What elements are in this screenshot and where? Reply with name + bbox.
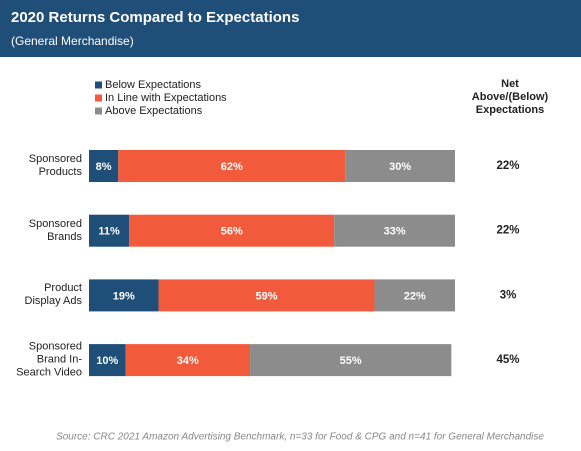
legend-label: Below Expectations	[105, 79, 201, 91]
legend-swatch	[95, 81, 102, 89]
bar-segment	[334, 214, 455, 247]
chart-title: 2020 Returns Compared to Expectations	[11, 9, 299, 26]
source-note: Source: CRC 2021 Amazon Advertising Benc…	[56, 432, 544, 443]
legend-label: In Line with Expectations	[105, 92, 227, 104]
bar-segment	[89, 344, 126, 377]
bar-segment	[345, 150, 455, 182]
category-label: Sponsored Brand In- Search Video	[16, 340, 82, 379]
data-label: 34%	[177, 355, 199, 367]
data-label: 22%	[404, 290, 426, 302]
bar-segment	[158, 279, 375, 312]
category-label: Product Display Ads	[24, 282, 82, 308]
bar-segment	[89, 279, 159, 312]
bar-segment	[129, 214, 335, 247]
net-value: 45%	[496, 354, 519, 366]
net-header: Net Above/(Below) Expectations	[471, 78, 549, 116]
chart-subtitle: (General Merchandise)	[11, 34, 134, 48]
header-banner	[0, 0, 581, 57]
category-label: Sponsored Brands	[28, 217, 82, 243]
bar-segment	[125, 344, 251, 377]
data-label: 56%	[221, 226, 243, 238]
legend-swatch	[95, 107, 102, 115]
data-label: 55%	[340, 355, 362, 367]
net-value: 22%	[496, 225, 519, 237]
bar-segment	[89, 150, 119, 182]
net-value: 22%	[496, 160, 519, 172]
data-label: 10%	[96, 355, 118, 367]
data-label: 59%	[255, 290, 277, 302]
data-label: 19%	[113, 290, 135, 302]
legend-swatch	[95, 94, 102, 102]
bar-segment	[374, 279, 455, 312]
data-label: 8%	[96, 161, 112, 173]
bar-segment	[89, 214, 130, 247]
data-label: 30%	[389, 161, 411, 173]
bar-segment	[250, 344, 452, 377]
bar-segment	[118, 150, 346, 182]
data-label: 11%	[98, 226, 120, 238]
data-label: 62%	[221, 161, 243, 173]
data-label: 33%	[384, 226, 406, 238]
legend-label: Above Expectations	[105, 105, 203, 117]
net-value: 3%	[500, 289, 517, 301]
category-label: Sponsored Products	[28, 153, 82, 178]
